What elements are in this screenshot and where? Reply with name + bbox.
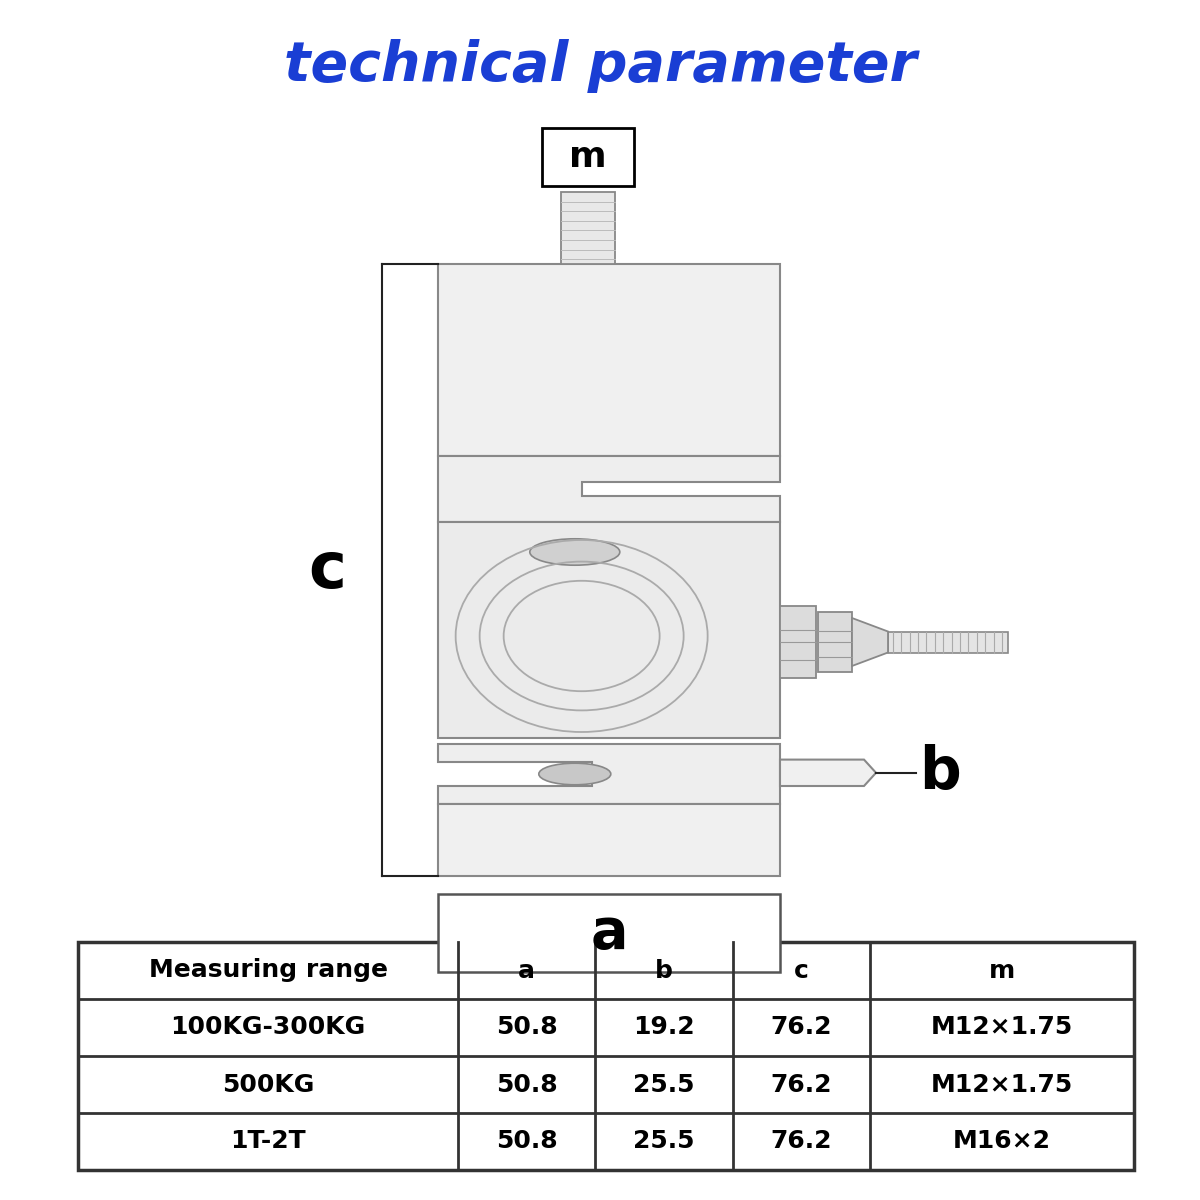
Text: technical parameter: technical parameter [283, 38, 917, 92]
Bar [438, 264, 780, 456]
Text: M16×2: M16×2 [953, 1129, 1051, 1153]
Bar [542, 128, 634, 186]
Text: 50.8: 50.8 [496, 1015, 558, 1039]
Text: c: c [308, 539, 347, 601]
Bar [438, 522, 780, 738]
Polygon shape [438, 456, 780, 522]
Bar [438, 804, 780, 876]
Bar [888, 631, 1008, 653]
Text: m: m [569, 140, 607, 174]
Text: a: a [518, 959, 535, 983]
Polygon shape [780, 760, 876, 786]
Text: M12×1.75: M12×1.75 [931, 1015, 1073, 1039]
Bar [562, 192, 616, 264]
Bar [438, 894, 780, 972]
Text: 500KG: 500KG [222, 1073, 314, 1097]
Ellipse shape [530, 539, 619, 565]
Text: 1T-2T: 1T-2T [230, 1129, 306, 1153]
Text: 100KG-300KG: 100KG-300KG [170, 1015, 366, 1039]
Text: Measuring range: Measuring range [149, 959, 388, 983]
Text: 50.8: 50.8 [496, 1073, 558, 1097]
Text: c: c [794, 959, 809, 983]
Text: m: m [989, 959, 1015, 983]
Text: 19.2: 19.2 [634, 1015, 695, 1039]
Text: 76.2: 76.2 [770, 1015, 832, 1039]
Text: 25.5: 25.5 [634, 1073, 695, 1097]
Polygon shape [852, 618, 888, 666]
Bar [78, 942, 1134, 1170]
Bar [780, 606, 816, 678]
Text: a: a [590, 906, 628, 960]
Text: 76.2: 76.2 [770, 1073, 832, 1097]
Text: b: b [655, 959, 673, 983]
Text: 76.2: 76.2 [770, 1129, 832, 1153]
Bar [818, 612, 852, 672]
Text: 50.8: 50.8 [496, 1129, 558, 1153]
Text: M12×1.75: M12×1.75 [931, 1073, 1073, 1097]
Text: b: b [919, 744, 960, 802]
Text: 25.5: 25.5 [634, 1129, 695, 1153]
Ellipse shape [539, 763, 611, 785]
Polygon shape [438, 744, 780, 804]
